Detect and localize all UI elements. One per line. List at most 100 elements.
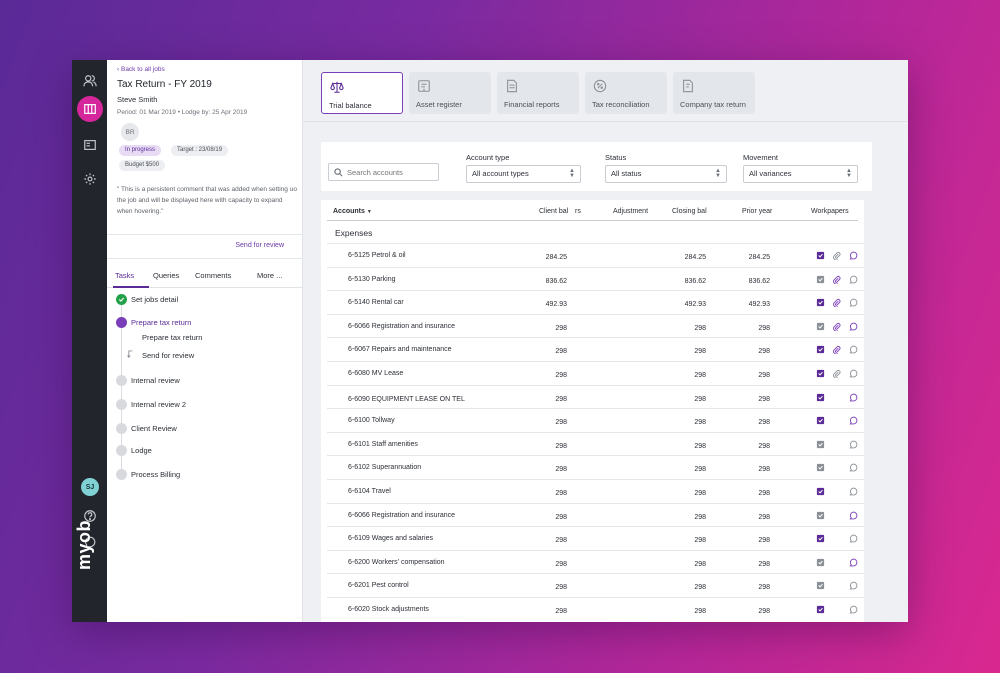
workpaper-complete-icon[interactable] (816, 605, 825, 614)
step-label[interactable]: Internal review (131, 376, 180, 385)
comment-icon[interactable] (849, 511, 858, 520)
step-label[interactable]: Lodge (131, 446, 152, 455)
table-row[interactable]: 6-6080 MV Lease 298 298 298 (327, 361, 864, 385)
workpaper-pending-icon[interactable] (816, 511, 825, 520)
workpaper-complete-icon[interactable] (816, 298, 825, 307)
table-row[interactable]: 6-6101 Staff amenities 298 298 298 (327, 431, 864, 456)
table-row[interactable]: 6-6100 Tollway 298 298 298 (327, 408, 864, 432)
workpaper-complete-icon[interactable] (816, 416, 825, 425)
tab-queries[interactable]: Queries (153, 271, 180, 280)
comment-icon[interactable] (849, 440, 858, 449)
tab-asset-register[interactable]: Asset register (409, 72, 491, 114)
workpaper-complete-icon[interactable] (816, 393, 825, 402)
jobs-icon[interactable] (77, 96, 103, 122)
step-label[interactable]: Internal review 2 (131, 400, 187, 409)
table-row[interactable]: 6-6102 Superannuation 298 298 298 (327, 455, 864, 479)
clients-icon[interactable] (77, 68, 103, 94)
tab-tax-reconciliation[interactable]: Tax reconciliation (585, 72, 667, 114)
table-row[interactable]: 6-6066 Registration and insurance 298 298 2… (327, 502, 864, 527)
workpaper-complete-icon[interactable] (816, 251, 825, 260)
table-row[interactable]: 6-6200 Workers' compensation 298 298 298 (327, 549, 864, 574)
comment-icon[interactable] (849, 393, 858, 402)
select-value: All variances (749, 169, 792, 178)
tab-comments[interactable]: Comments (195, 271, 232, 280)
workpaper-pending-icon[interactable] (816, 558, 825, 567)
workpaper-complete-icon[interactable] (816, 534, 825, 543)
step-label[interactable]: Prepare tax return (131, 318, 192, 327)
workpaper-pending-icon[interactable] (816, 463, 825, 472)
search-input[interactable] (328, 163, 439, 181)
client-bal-cell: 284.25 (545, 254, 567, 261)
comment-icon[interactable] (849, 298, 858, 307)
closing-bal-cell: 298 (694, 584, 706, 592)
tab-tasks[interactable]: Tasks (115, 271, 135, 280)
settings-gear-icon[interactable] (77, 166, 103, 192)
workpaper-complete-icon[interactable] (816, 487, 825, 496)
client-bal-header[interactable]: Client bal (539, 208, 569, 215)
substep-label[interactable]: Send for review (142, 351, 195, 360)
table-row[interactable]: 6-6104 Travel 298 298 298 (327, 479, 864, 503)
tab-company-tax-return[interactable]: Company tax return (673, 72, 755, 114)
table-row[interactable]: 6-6201 Pest control 298 298 298 (327, 573, 864, 597)
comment-icon[interactable] (849, 369, 858, 378)
attachment-icon[interactable] (832, 345, 841, 355)
attachment-icon[interactable] (832, 275, 841, 284)
table-row[interactable]: 6-6066 Registration and insurance 298 298 2… (327, 313, 864, 338)
comment-icon[interactable] (849, 345, 858, 354)
user-avatar[interactable]: SJ (81, 478, 99, 496)
movement-select[interactable]: All variances ▲ ▼ (743, 165, 858, 183)
comment-icon[interactable] (849, 487, 858, 496)
table-row[interactable]: 6-6090 EQUIPMENT LEASE ON TEL 298 298 298 (327, 384, 864, 409)
step-label[interactable]: Set jobs detail (131, 295, 179, 304)
workpaper-pending-icon[interactable] (816, 581, 825, 590)
comment-icon[interactable] (849, 275, 858, 284)
step-pending-icon (116, 445, 127, 456)
closing-bal-cell: 298 (694, 348, 706, 356)
accounts-header[interactable]: Accounts ▼ (333, 208, 372, 215)
table-row[interactable]: 6-5130 Parking 836.62 836.62 836.62 (327, 266, 864, 291)
tab-more[interactable]: More ... (257, 271, 283, 280)
prior-year-cell: 298 (758, 348, 770, 356)
table-row[interactable]: 6-6020 Stock adjustments 298 298 298 (327, 597, 864, 621)
closing-bal-cell: 298 (694, 490, 706, 497)
workpaper-pending-icon[interactable] (816, 440, 825, 449)
tab-trial-balance[interactable]: Trial balance (321, 72, 403, 114)
attachment-icon[interactable] (832, 298, 841, 308)
reports-icon[interactable] (77, 132, 103, 158)
send-for-review-link[interactable]: Send for review (235, 242, 284, 249)
table-row[interactable]: 6-5125 Petrol & oil 284.25 284.25 284.25 (327, 243, 864, 267)
comment-icon[interactable] (849, 558, 858, 567)
comment-icon[interactable] (849, 605, 858, 614)
closing-bal-cell: 298 (694, 466, 706, 474)
prior-year-cell: 298 (758, 584, 770, 592)
attachment-icon[interactable] (832, 369, 841, 378)
attachment-icon[interactable] (832, 322, 841, 331)
workpaper-complete-icon[interactable] (816, 369, 825, 378)
comment-icon[interactable] (849, 416, 858, 425)
account-type-select[interactable]: All account types ▲ ▼ (466, 165, 581, 183)
table-row[interactable]: 6-6109 Wages and salaries 298 298 298 (327, 526, 864, 550)
back-to-jobs-link[interactable]: ‹ Back to all jobs (117, 66, 165, 73)
workpaper-pending-icon[interactable] (816, 322, 825, 331)
comment-icon[interactable] (849, 581, 858, 590)
closing-bal-header[interactable]: Closing bal (672, 208, 707, 215)
updown-icon: ▲ ▼ (715, 168, 721, 179)
adjustment-header[interactable]: Adjustment (613, 208, 649, 215)
tab-financial-reports[interactable]: Financial reports (497, 72, 579, 114)
substep-label[interactable]: Prepare tax return (142, 333, 203, 342)
table-row[interactable]: 6-5140 Rental car 492.93 492.93 492.93 (327, 290, 864, 314)
attachment-icon[interactable] (832, 251, 841, 260)
help-icon[interactable] (77, 503, 103, 529)
comment-icon[interactable] (849, 463, 858, 472)
table-row[interactable]: 6-6067 Repairs and maintenance 298 298 298 (327, 337, 864, 361)
step-label[interactable]: Process Billing (131, 470, 181, 479)
step-label[interactable]: Client Review (131, 424, 177, 433)
prior-year-header[interactable]: Prior year (742, 208, 773, 215)
workpaper-complete-icon[interactable] (816, 345, 825, 354)
comment-icon[interactable] (849, 251, 858, 260)
chat-icon[interactable] (77, 529, 103, 555)
comment-icon[interactable] (849, 534, 858, 543)
status-select[interactable]: All status ▲ ▼ (605, 165, 727, 183)
comment-icon[interactable] (849, 322, 858, 331)
workpaper-pending-icon[interactable] (816, 275, 825, 284)
